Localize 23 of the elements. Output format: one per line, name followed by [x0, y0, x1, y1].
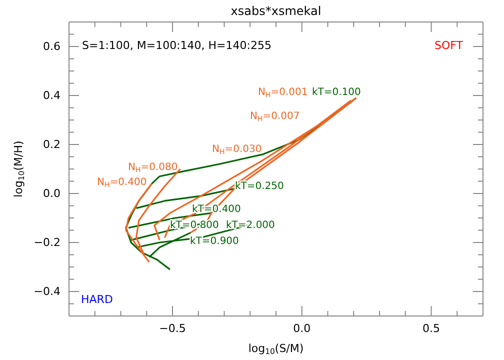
y-tick-label: 0.6 — [43, 40, 60, 54]
x-tick-label: 0.5 — [422, 322, 440, 336]
series-label: N$_{H}$=0.030 — [212, 144, 262, 156]
series-label: kT=0.900 — [190, 236, 239, 247]
series-label: kT=0.250 — [235, 181, 284, 192]
series-label: N$_{H}$=0.007 — [250, 111, 300, 124]
y-tick-label: −0.4 — [34, 285, 60, 298]
x-tick-label: 0.0 — [293, 322, 311, 336]
annotation: HARD — [81, 293, 113, 306]
series-label: kT=2.000 — [226, 220, 275, 231]
series-label: N$_{H}$=0.080 — [128, 162, 178, 174]
y-tick-label: 0.4 — [43, 89, 60, 102]
annotation: S=1:100, M=100:140, H=140:255 — [82, 39, 272, 52]
text: N$_{H}$=0.001 — [258, 87, 308, 100]
chart-title: xsabs*xsmekal — [230, 4, 322, 18]
y-tick-label: 0.0 — [43, 187, 60, 200]
x-axis-title: log$_{10}$(S/M) — [248, 342, 304, 356]
series-label: N$_{H}$=0.400 — [97, 177, 147, 190]
series-label: kT=0.100 — [312, 87, 361, 98]
y-tick-label: −0.2 — [34, 236, 60, 250]
y-tick-label: 0.2 — [43, 138, 60, 152]
x-tick-label: −0.5 — [159, 322, 186, 336]
annotation: SOFT — [434, 39, 464, 52]
